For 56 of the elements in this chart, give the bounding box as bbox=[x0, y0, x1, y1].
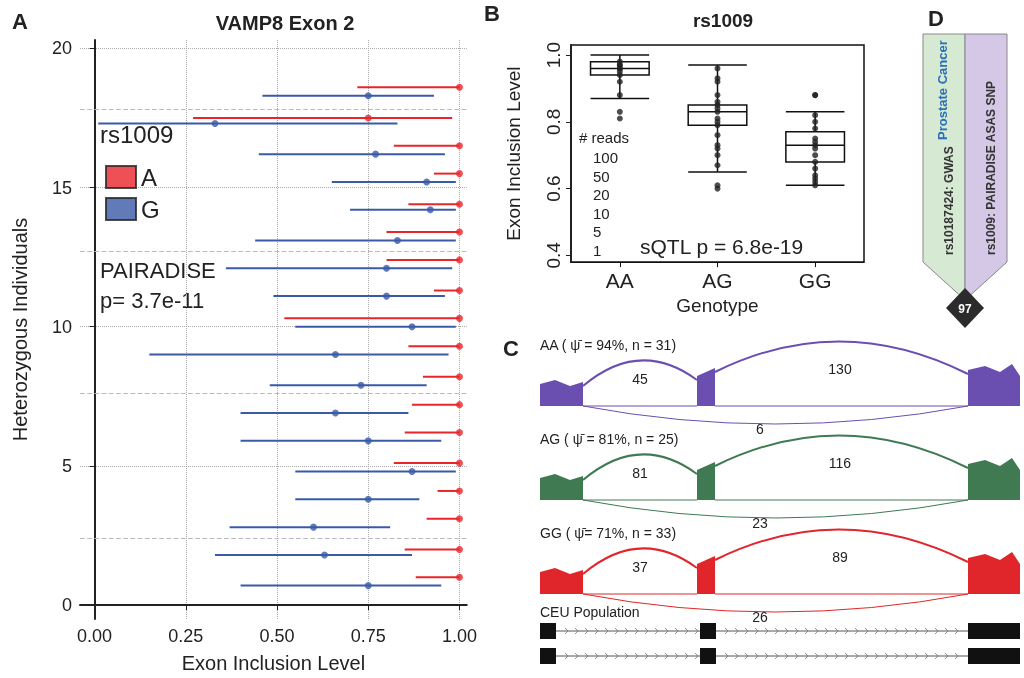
text: rs1009: PAIRADISE ASAS SNP bbox=[984, 80, 998, 255]
legend-title: rs1009 bbox=[100, 120, 174, 148]
chart-title: rs1009 bbox=[692, 10, 754, 31]
text: B bbox=[484, 0, 500, 26]
annotation: 1 bbox=[593, 241, 602, 259]
text: Prostate Cancer bbox=[935, 40, 950, 140]
text: 45 bbox=[632, 371, 648, 387]
chart-title: VAMP8 Exon 2 bbox=[215, 12, 355, 34]
annotation: 100 bbox=[593, 149, 619, 166]
text: 130 bbox=[828, 361, 852, 377]
x-tick-label: 0.25 bbox=[168, 626, 204, 646]
annotation: 5 bbox=[593, 223, 602, 240]
x-tick-label: 0.00 bbox=[77, 626, 113, 646]
text: A bbox=[12, 8, 28, 34]
text: 26 bbox=[752, 609, 768, 625]
y-tick-label: 0.4 bbox=[543, 241, 564, 269]
text: 6 bbox=[756, 421, 765, 437]
text: 37 bbox=[632, 559, 648, 575]
text: 97 bbox=[958, 302, 972, 316]
text: AA ( ψ̄ = 94%, n = 31) bbox=[540, 337, 677, 353]
x-tick-label: 0.50 bbox=[259, 626, 295, 646]
annotation: 50 bbox=[593, 167, 610, 185]
y-axis-title: Exon Inclusion Level bbox=[503, 66, 524, 241]
text: 116 bbox=[828, 455, 852, 471]
annotation: 10 bbox=[593, 204, 610, 222]
text: CEU Population bbox=[540, 604, 640, 620]
text: AG ( ψ̄ = 81%, n = 25) bbox=[540, 431, 679, 447]
x-axis-title: Exon Inclusion Level bbox=[181, 652, 366, 674]
text: rs10187424: GWAS bbox=[942, 146, 956, 255]
x-tick-label: AA bbox=[605, 269, 634, 293]
y-tick-label: 0.6 bbox=[543, 175, 564, 202]
x-axis-title: Genotype bbox=[676, 295, 759, 316]
y-tick-label: 0 bbox=[61, 595, 72, 616]
text: GG ( ψ̄= 71%, n = 33) bbox=[540, 525, 677, 541]
y-tick-label: 10 bbox=[51, 316, 72, 337]
y-tick-label: 5 bbox=[61, 455, 72, 476]
text: 81 bbox=[632, 465, 648, 481]
y-tick-label: 1.0 bbox=[543, 41, 564, 69]
x-tick-label: GG bbox=[798, 269, 832, 293]
y-tick-label: 20 bbox=[51, 38, 72, 59]
y-tick-label: 0.8 bbox=[543, 108, 564, 136]
text: 23 bbox=[752, 515, 768, 531]
text: D bbox=[928, 6, 944, 31]
legend-label: G bbox=[141, 195, 160, 223]
annotation: # reads bbox=[579, 129, 630, 146]
x-tick-label: AG bbox=[702, 269, 733, 293]
annotation: sQTL p = 6.8e-19 bbox=[640, 235, 804, 258]
x-tick-label: 0.75 bbox=[350, 626, 386, 646]
legend-label: A bbox=[141, 163, 158, 191]
x-tick-label: 1.00 bbox=[441, 626, 478, 646]
annotation: 20 bbox=[593, 186, 610, 203]
annotation: PAIRADISE p= 3.7e-11 bbox=[100, 257, 216, 313]
y-tick-label: 15 bbox=[51, 177, 72, 198]
text: C bbox=[503, 336, 519, 361]
text: 89 bbox=[832, 549, 848, 565]
y-axis-title: Heterozygous Individuals bbox=[9, 217, 31, 442]
